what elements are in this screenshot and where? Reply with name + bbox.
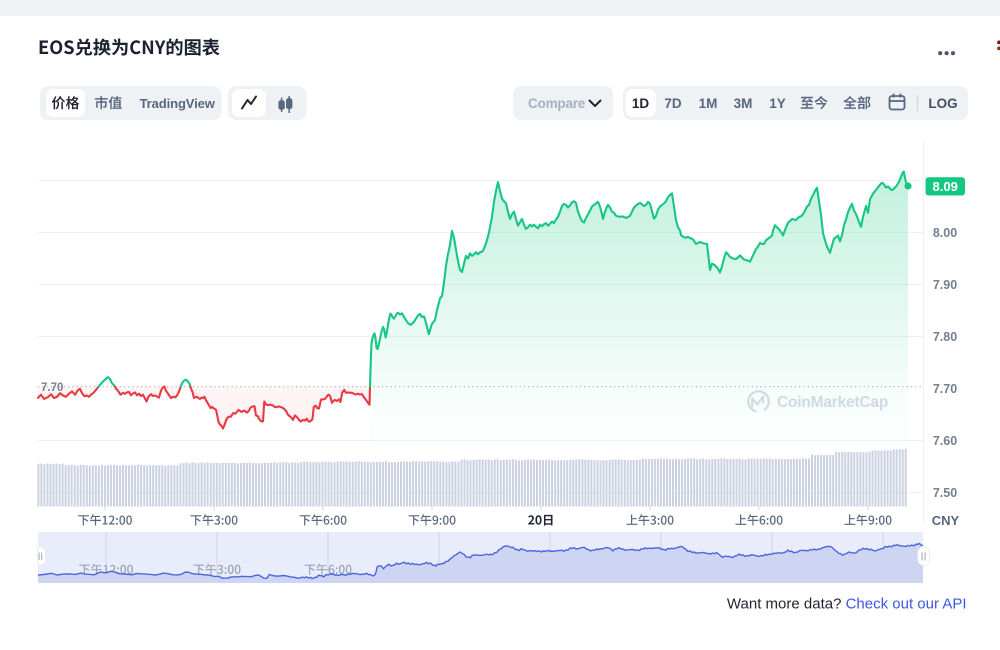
svg-text:7.70: 7.70 xyxy=(41,382,63,394)
svg-text:7D: 7D xyxy=(664,96,682,111)
svg-text:7.50: 7.50 xyxy=(933,486,957,500)
svg-text:1Y: 1Y xyxy=(769,96,786,111)
svg-text:LOG: LOG xyxy=(928,96,957,111)
svg-text:CNY: CNY xyxy=(932,513,960,528)
svg-text:1M: 1M xyxy=(699,96,718,111)
svg-text:7.70: 7.70 xyxy=(933,382,957,396)
svg-text:7.60: 7.60 xyxy=(933,434,957,448)
svg-text:1D: 1D xyxy=(632,96,650,111)
svg-text:7.80: 7.80 xyxy=(933,330,957,344)
svg-text:Compare w: Compare w xyxy=(528,96,600,111)
svg-text:8.09: 8.09 xyxy=(933,179,958,194)
svg-text:3M: 3M xyxy=(734,96,753,111)
svg-text:8.00: 8.00 xyxy=(933,226,957,240)
svg-text:TradingView: TradingView xyxy=(140,96,216,111)
svg-text:7.90: 7.90 xyxy=(933,278,957,292)
svg-text:Want more data? Check out our: Want more data? Check out our API xyxy=(727,596,967,613)
